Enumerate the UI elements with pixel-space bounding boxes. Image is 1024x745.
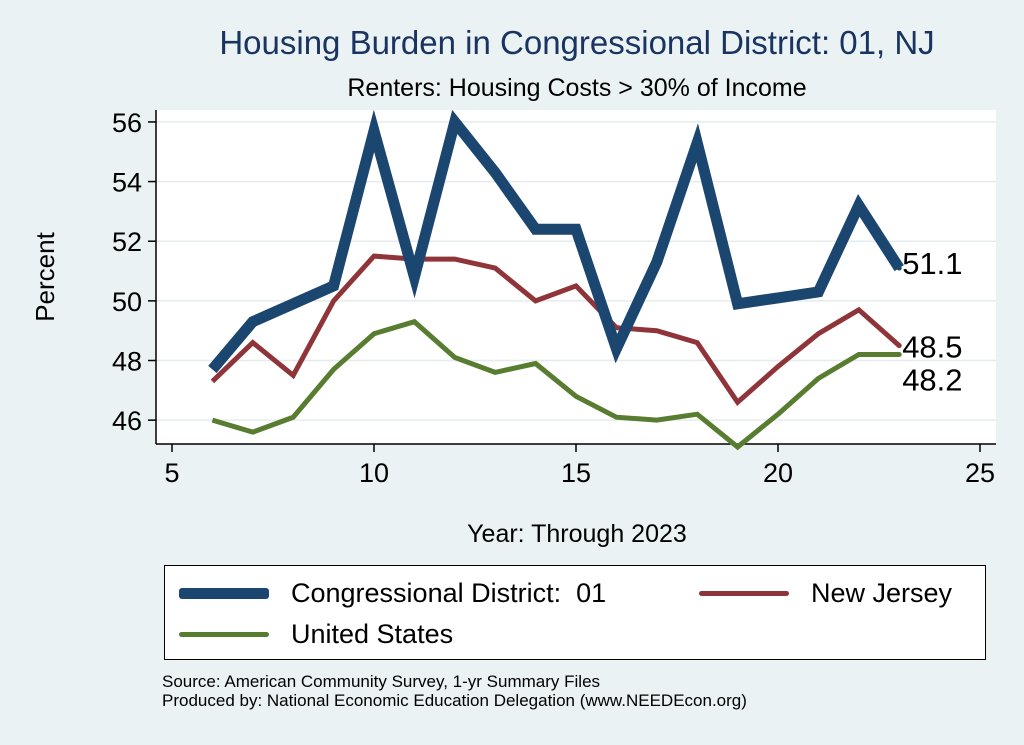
plot-area (156, 110, 996, 444)
legend-item-district: Congressional District: 01 (179, 578, 606, 609)
x-tick-label: 15 (561, 458, 591, 488)
legend-swatch-united-states (179, 632, 269, 637)
y-axis-label: Percent (30, 231, 60, 321)
legend-label-united-states: United States (291, 619, 454, 649)
end-labels: 51.1 48.548.2 (902, 246, 962, 397)
x-tick-label: 10 (359, 458, 389, 488)
source-line: Source: American Community Survey, 1-yr … (162, 672, 601, 691)
source-note: Source: American Community Survey, 1-yr … (162, 672, 747, 710)
line-chart: 46 48 50 52 54 56 5 10 15 20 25 51.1 48.548.2 Perce… (30, 108, 996, 548)
end-point-marker (896, 265, 902, 271)
y-tick-label: 56 (112, 108, 142, 138)
y-tick-label: 48 (112, 347, 142, 377)
x-axis-label: Year: Through 2023 (467, 520, 687, 548)
y-tick-label: 50 (112, 287, 142, 317)
end-point-marker (896, 352, 902, 358)
series-line-united-states (211, 318, 900, 451)
chart-subtitle: Renters: Housing Costs > 30% of Income (347, 74, 807, 102)
y-tick-label: 52 (112, 227, 142, 257)
legend-swatch-district (179, 588, 269, 599)
legend-swatch-new-jersey (699, 591, 789, 596)
end-label-district: 51.1 (902, 246, 962, 281)
x-tick-label: 5 (164, 458, 179, 488)
legend-label-district: Congressional District: 01 (291, 578, 607, 608)
y-tick-label: 46 (112, 406, 142, 436)
chart-title: Housing Burden in Congressional District… (219, 24, 935, 61)
x-tick-label: 25 (965, 458, 995, 488)
series-lines (208, 109, 904, 451)
axis-ticks: 46 48 50 52 54 56 5 10 15 20 25 (112, 108, 995, 488)
end-point-marker (896, 343, 902, 349)
legend-label-new-jersey: New Jersey (811, 578, 953, 608)
legend-item-united-states: United States (179, 619, 453, 650)
series-line-district (208, 109, 904, 373)
y-tick-label: 54 (112, 168, 142, 198)
chart-legend: Congressional District: 01 New Jersey Un… (164, 565, 986, 660)
series-line-new-jersey (210, 253, 901, 407)
x-tick-label: 20 (763, 458, 793, 488)
end-label-united-states: 48.2 (902, 363, 962, 398)
end-label-new-jersey: 48.5 (902, 330, 962, 365)
producer-line: Produced by: National Economic Education… (162, 691, 747, 710)
legend-item-new-jersey: New Jersey (699, 578, 952, 609)
